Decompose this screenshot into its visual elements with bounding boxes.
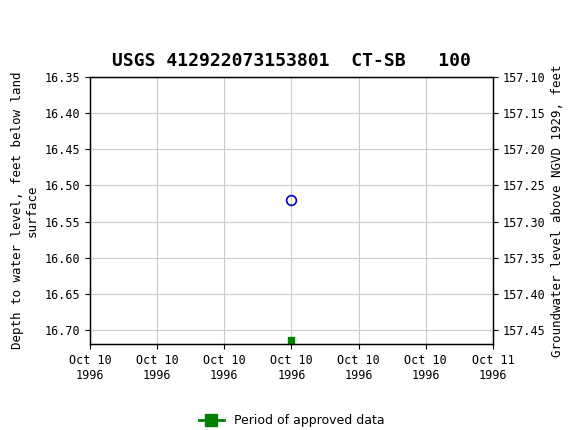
Text: USGS: USGS [44,16,112,36]
Y-axis label: Depth to water level, feet below land
surface: Depth to water level, feet below land su… [11,72,39,350]
Y-axis label: Groundwater level above NGVD 1929, feet: Groundwater level above NGVD 1929, feet [551,64,564,357]
Title: USGS 412922073153801  CT-SB   100: USGS 412922073153801 CT-SB 100 [112,52,471,70]
Text: ~USGS: ~USGS [9,15,90,35]
Legend: Period of approved data: Period of approved data [194,409,389,430]
